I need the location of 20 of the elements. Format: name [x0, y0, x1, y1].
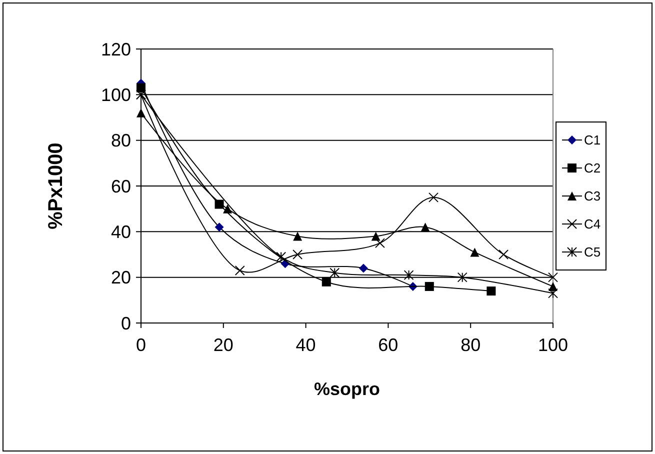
- legend-label: C3: [584, 188, 601, 204]
- y-axis-title: %Px1000: [45, 142, 67, 230]
- y-tick-label: 20: [110, 268, 131, 288]
- x-axis-title: %sopro: [314, 379, 380, 399]
- x-tick-label: 0: [136, 335, 146, 355]
- x-tick-label: 40: [296, 335, 316, 355]
- y-tick-label: 60: [110, 176, 131, 196]
- x-tick-label: 60: [378, 335, 398, 355]
- x-tick-label: 80: [460, 335, 481, 355]
- legend-label: C1: [584, 132, 601, 148]
- x-tick-label: 20: [213, 335, 234, 355]
- legend-label: C5: [584, 244, 601, 260]
- y-tick-label: 120: [100, 39, 131, 60]
- legend-label: C2: [584, 160, 601, 176]
- y-tick-label: 0: [120, 313, 131, 334]
- y-tick-label: 40: [110, 222, 131, 242]
- y-tick-label: 100: [100, 84, 131, 105]
- y-tick-label: 80: [110, 130, 131, 151]
- x-tick-label: 100: [538, 335, 568, 355]
- legend-label: C4: [584, 216, 601, 232]
